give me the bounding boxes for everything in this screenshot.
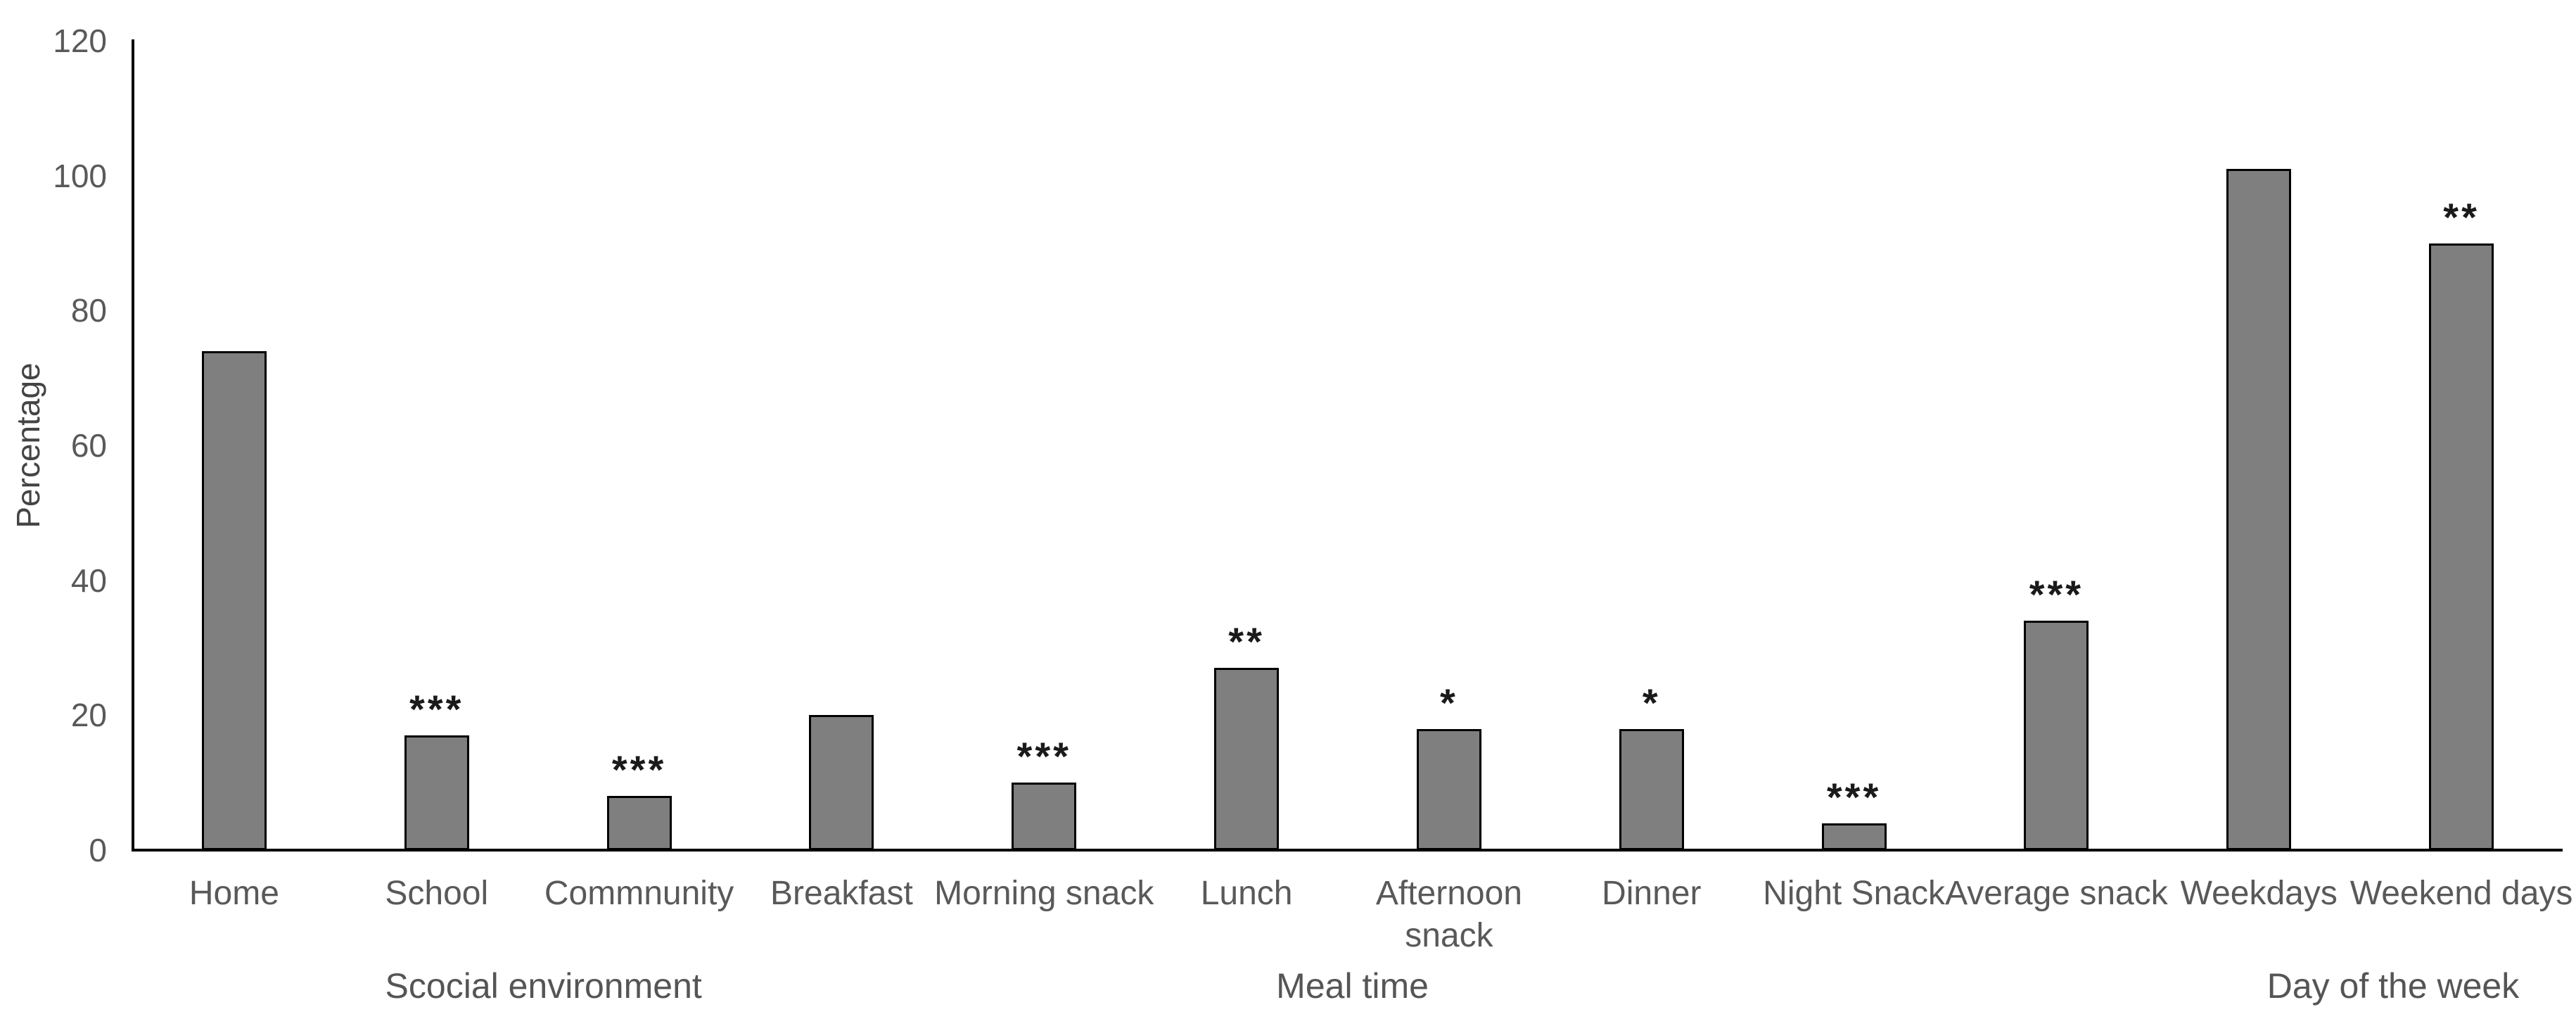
category-label: Home — [189, 875, 279, 912]
bar — [1821, 823, 1887, 850]
bar — [1012, 783, 1077, 850]
category-label: Weekdays — [2180, 875, 2338, 912]
significance-marker: * — [1642, 680, 1661, 725]
significance-marker: *** — [409, 687, 464, 732]
category-label: School — [385, 875, 489, 912]
bar — [606, 796, 672, 850]
bar — [2226, 169, 2292, 850]
axis-group-label: Day of the week — [2266, 966, 2520, 1006]
y-tick-label: 80 — [70, 292, 107, 329]
bar — [201, 350, 267, 850]
bar — [1416, 728, 1481, 850]
bar — [2024, 621, 2089, 850]
significance-marker: ** — [1228, 619, 1265, 664]
x-axis-line — [132, 849, 2563, 852]
category-label: Morning snack — [934, 875, 1154, 912]
significance-marker: *** — [611, 747, 667, 792]
y-axis-line — [132, 39, 134, 852]
significance-marker: *** — [2029, 572, 2084, 617]
significance-marker: ** — [2443, 194, 2480, 239]
y-tick-label: 60 — [70, 427, 107, 464]
axis-group-label: Meal time — [1276, 966, 1429, 1006]
y-tick-label: 120 — [53, 23, 107, 59]
category-label: Lunch — [1200, 875, 1293, 912]
y-tick-label: 20 — [70, 697, 107, 734]
bar — [2429, 243, 2494, 850]
y-tick-label: 100 — [53, 157, 107, 194]
bar — [1214, 668, 1280, 850]
category-label: Night Snack — [1763, 875, 1945, 912]
significance-marker: * — [1440, 680, 1458, 725]
category-label: Commnunity — [544, 875, 734, 912]
category-label: Dinner — [1602, 875, 1702, 912]
bar — [1619, 728, 1684, 850]
bar — [404, 735, 469, 850]
y-tick-label: 0 — [89, 832, 107, 868]
significance-marker: *** — [1016, 734, 1071, 779]
category-label: Afternoon snack — [1375, 875, 1522, 954]
category-label: Average snack — [1945, 875, 2168, 912]
axis-group-label: Scocial environment — [385, 966, 702, 1006]
bar — [809, 715, 874, 850]
category-label: Breakfast — [770, 875, 913, 912]
y-tick-label: 40 — [70, 562, 107, 599]
significance-marker: *** — [1826, 774, 1882, 819]
category-label: Weekend days — [2349, 875, 2573, 912]
